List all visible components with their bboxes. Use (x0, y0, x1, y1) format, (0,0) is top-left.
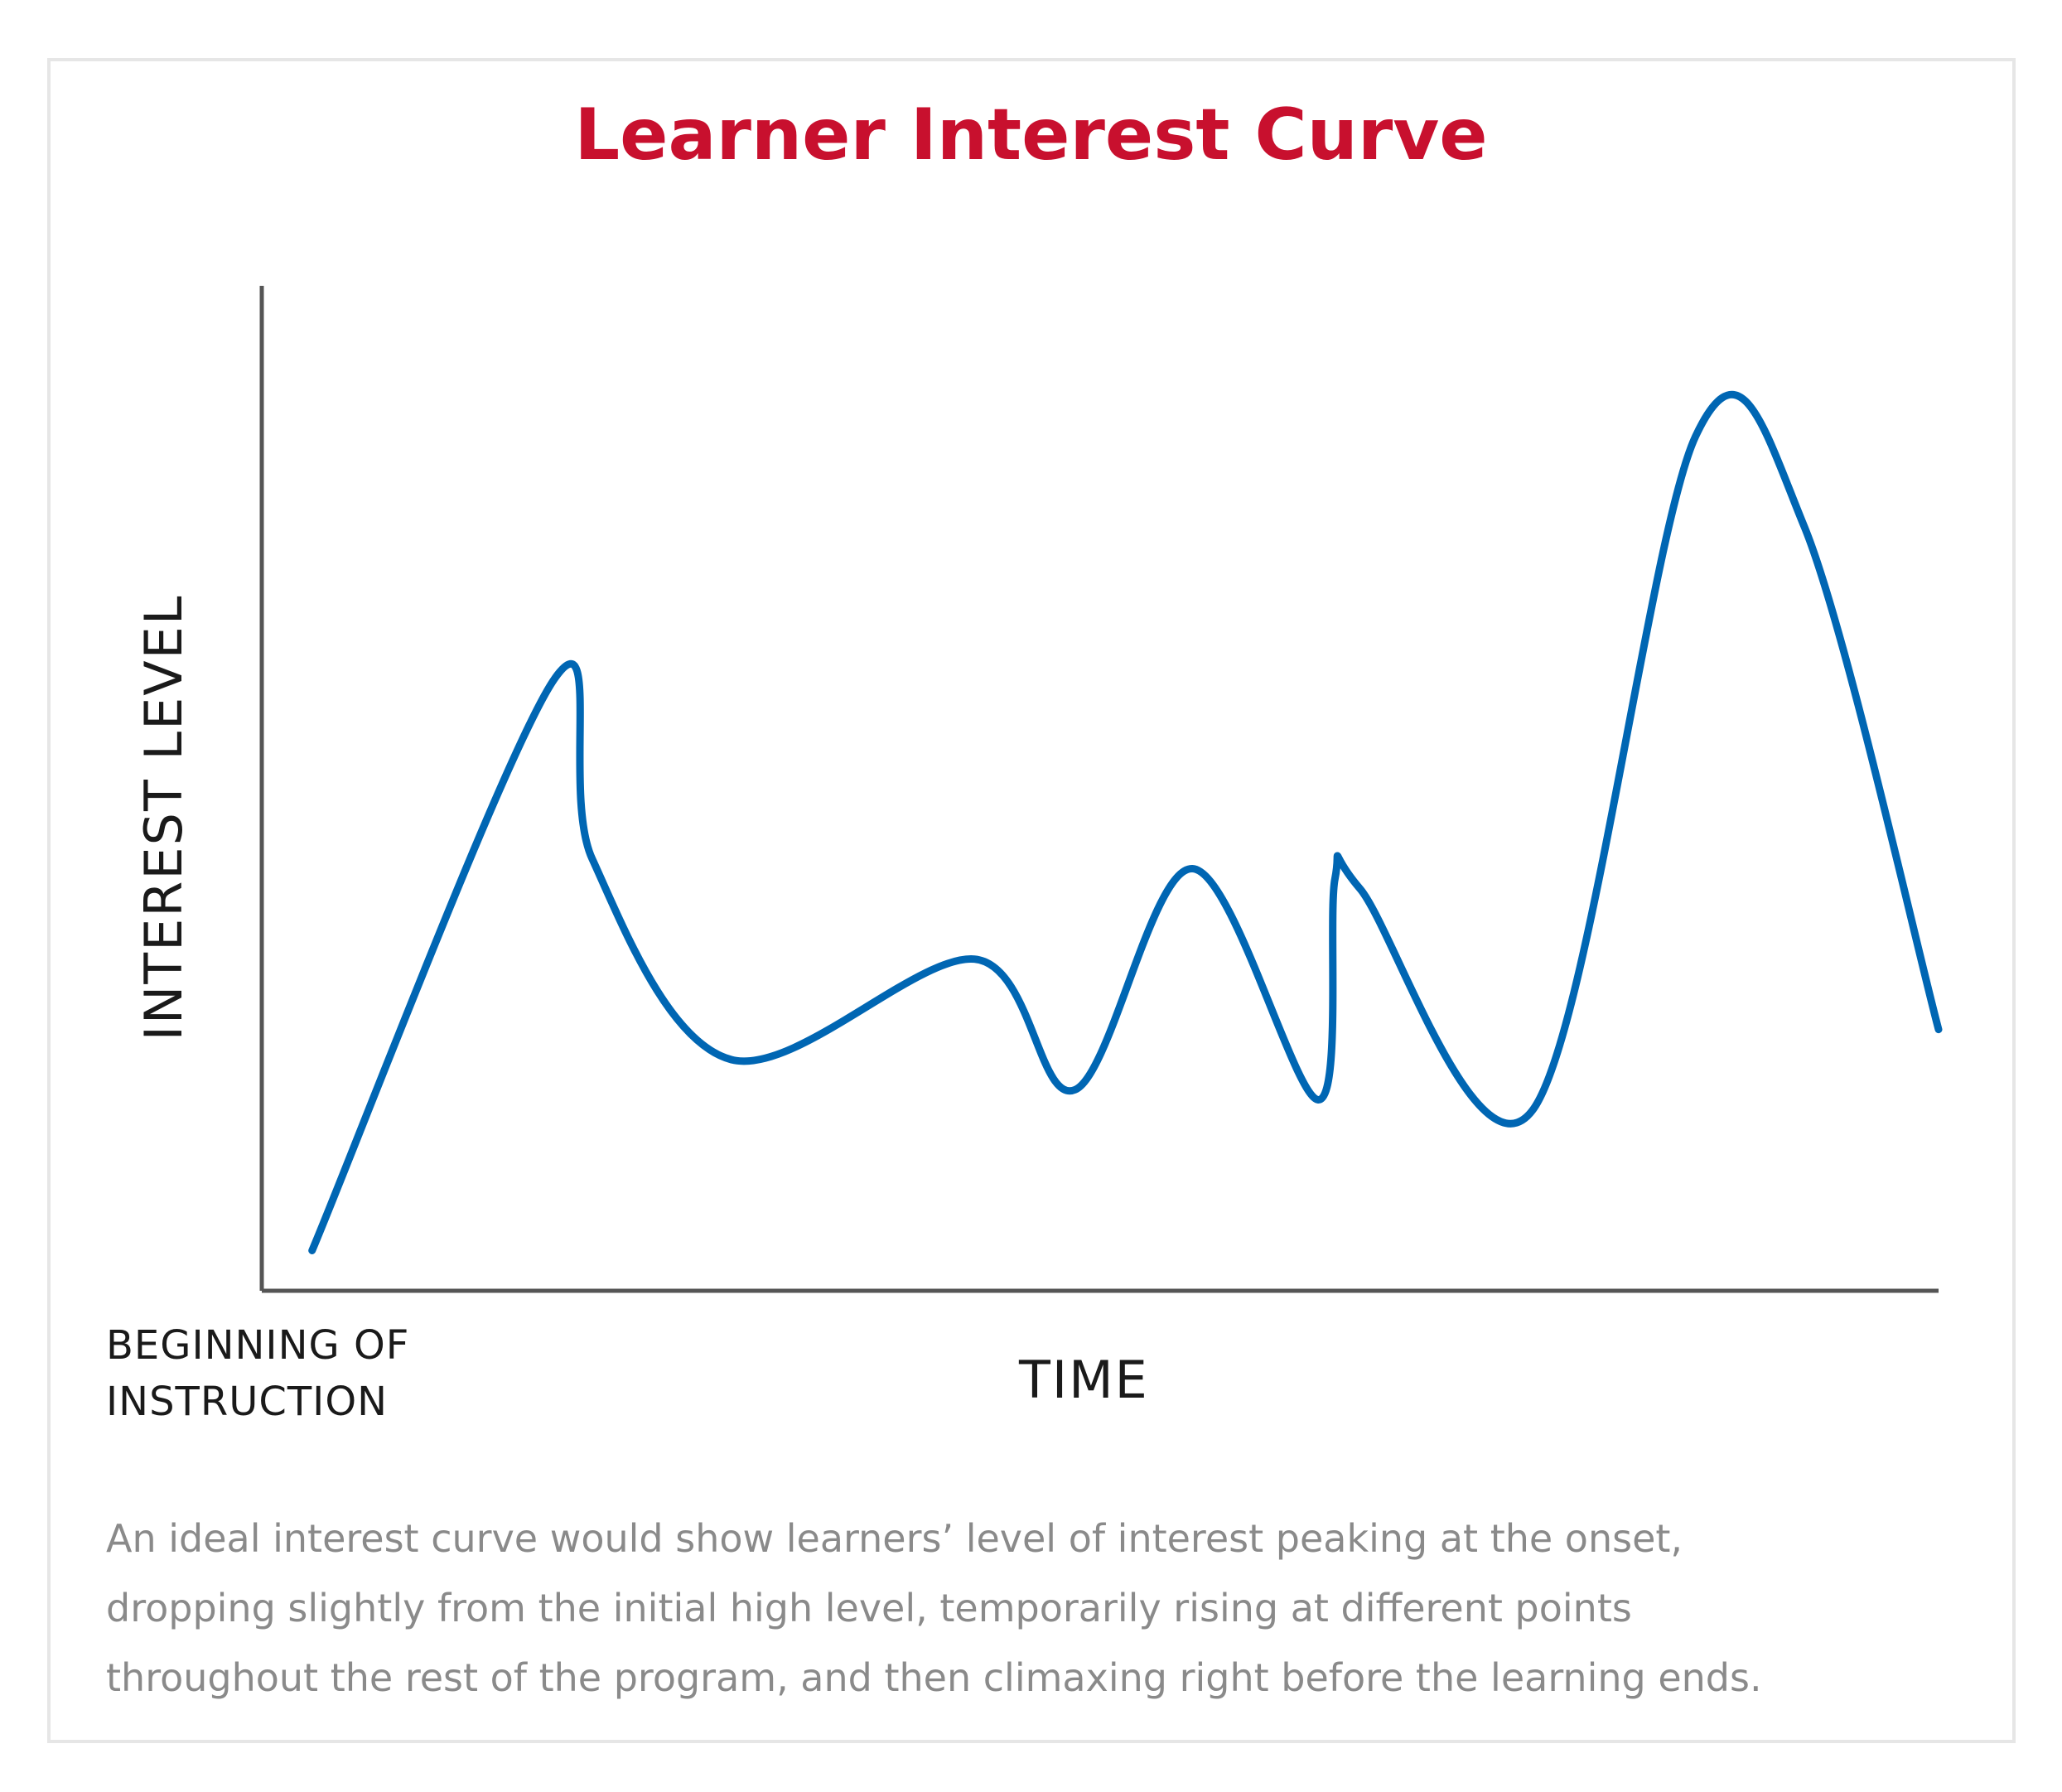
x-axis-label: TIME (1019, 1350, 1149, 1410)
series-layer (308, 390, 1943, 1254)
chart-title: Learner Interest Curve (574, 94, 1488, 176)
y-axis-label: INTEREST LEVEL (133, 594, 194, 1041)
caption-line: throughout the rest of the program, and … (106, 1655, 1762, 1700)
caption-line: An ideal interest curve would show learn… (106, 1516, 1683, 1561)
caption: An ideal interest curve would show learn… (106, 1504, 1962, 1712)
series-line-0 (308, 390, 1943, 1254)
caption-line: dropping slightly from the initial high … (106, 1586, 1632, 1630)
x-axis-start-label-line: INSTRUCTION (106, 1379, 389, 1425)
chart-panel (47, 58, 2016, 1743)
x-axis-start-label-line: BEGINNING OF (106, 1322, 410, 1369)
x-axis-start-label: BEGINNING OF INSTRUCTION (106, 1317, 487, 1430)
